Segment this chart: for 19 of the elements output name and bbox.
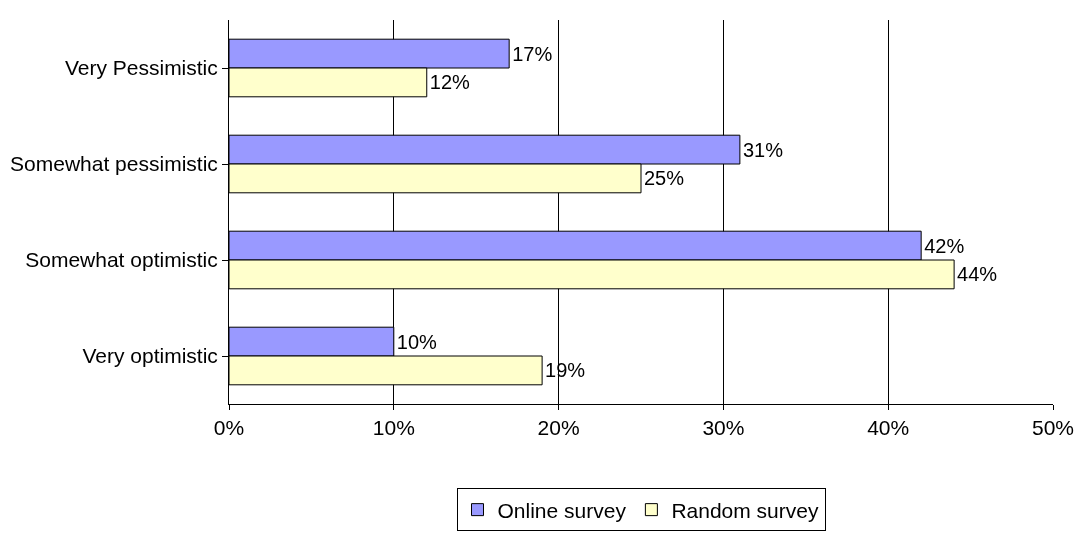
data-label: 42% <box>924 234 965 257</box>
legend-label: Random survey <box>671 498 819 522</box>
y-tick-label: Somewhat pessimistic <box>10 152 218 176</box>
data-label: 12% <box>429 71 471 94</box>
data-label: 31% <box>742 138 784 161</box>
data-label: 10% <box>396 330 438 353</box>
x-tick-label: 30% <box>702 416 745 440</box>
legend-label: Online survey <box>497 498 627 522</box>
y-tick-label: Very optimistic <box>82 344 218 368</box>
y-tick-label: Very Pessimistic <box>64 56 218 80</box>
x-tick-label: 40% <box>867 416 910 440</box>
x-tick-label: 20% <box>537 416 580 440</box>
data-label: 25% <box>644 167 685 190</box>
data-label: 44% <box>957 263 998 286</box>
x-tick-label: 0% <box>213 416 245 440</box>
x-tick-label: 10% <box>372 416 415 440</box>
data-label: 17% <box>512 42 553 65</box>
y-tick-label: Somewhat optimistic <box>25 248 218 272</box>
x-tick-label: 50% <box>1031 416 1075 440</box>
